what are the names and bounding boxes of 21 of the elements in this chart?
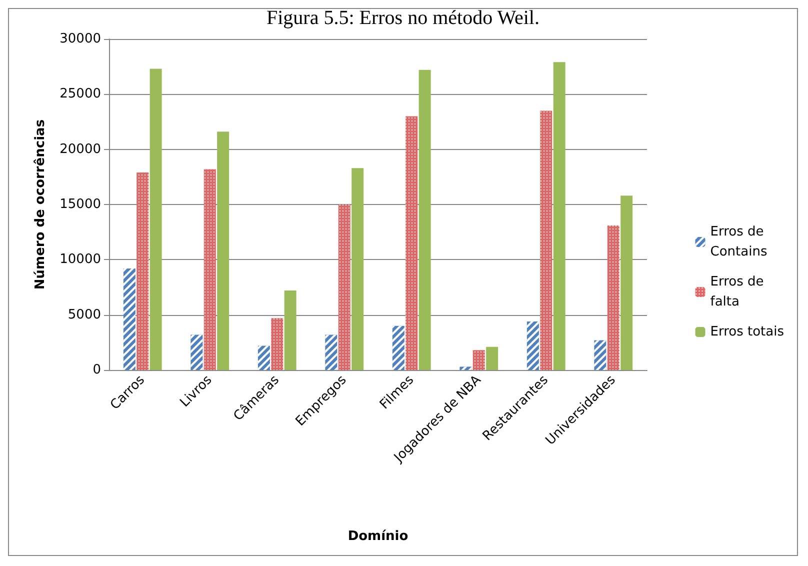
bar: [620, 196, 633, 370]
bar: [553, 62, 566, 370]
chart-title: Figura 5.5: Erros no método Weil.: [266, 7, 540, 29]
bar: [418, 70, 431, 370]
y-axis-title: Número de ocorrências: [33, 119, 48, 290]
legend-label: Erros totais: [710, 324, 784, 340]
y-tick-label: 25000: [60, 86, 101, 102]
legend-label: Erros de Contains: [710, 224, 768, 260]
bar: [217, 132, 230, 370]
bar: [352, 168, 364, 370]
y-tick-label: 5000: [68, 307, 101, 322]
y-tick-label: 10000: [60, 252, 101, 268]
bar: [284, 290, 296, 370]
bar: [486, 346, 498, 370]
y-tick-label: 15000: [60, 197, 101, 212]
y-tick-label: 20000: [60, 142, 101, 157]
legend-label: Erros de falta: [710, 274, 764, 310]
x-axis-title: Domínio: [348, 529, 408, 544]
y-tick-label: 0: [92, 362, 101, 378]
y-tick-label: 30000: [60, 32, 101, 46]
bar: [150, 68, 162, 370]
